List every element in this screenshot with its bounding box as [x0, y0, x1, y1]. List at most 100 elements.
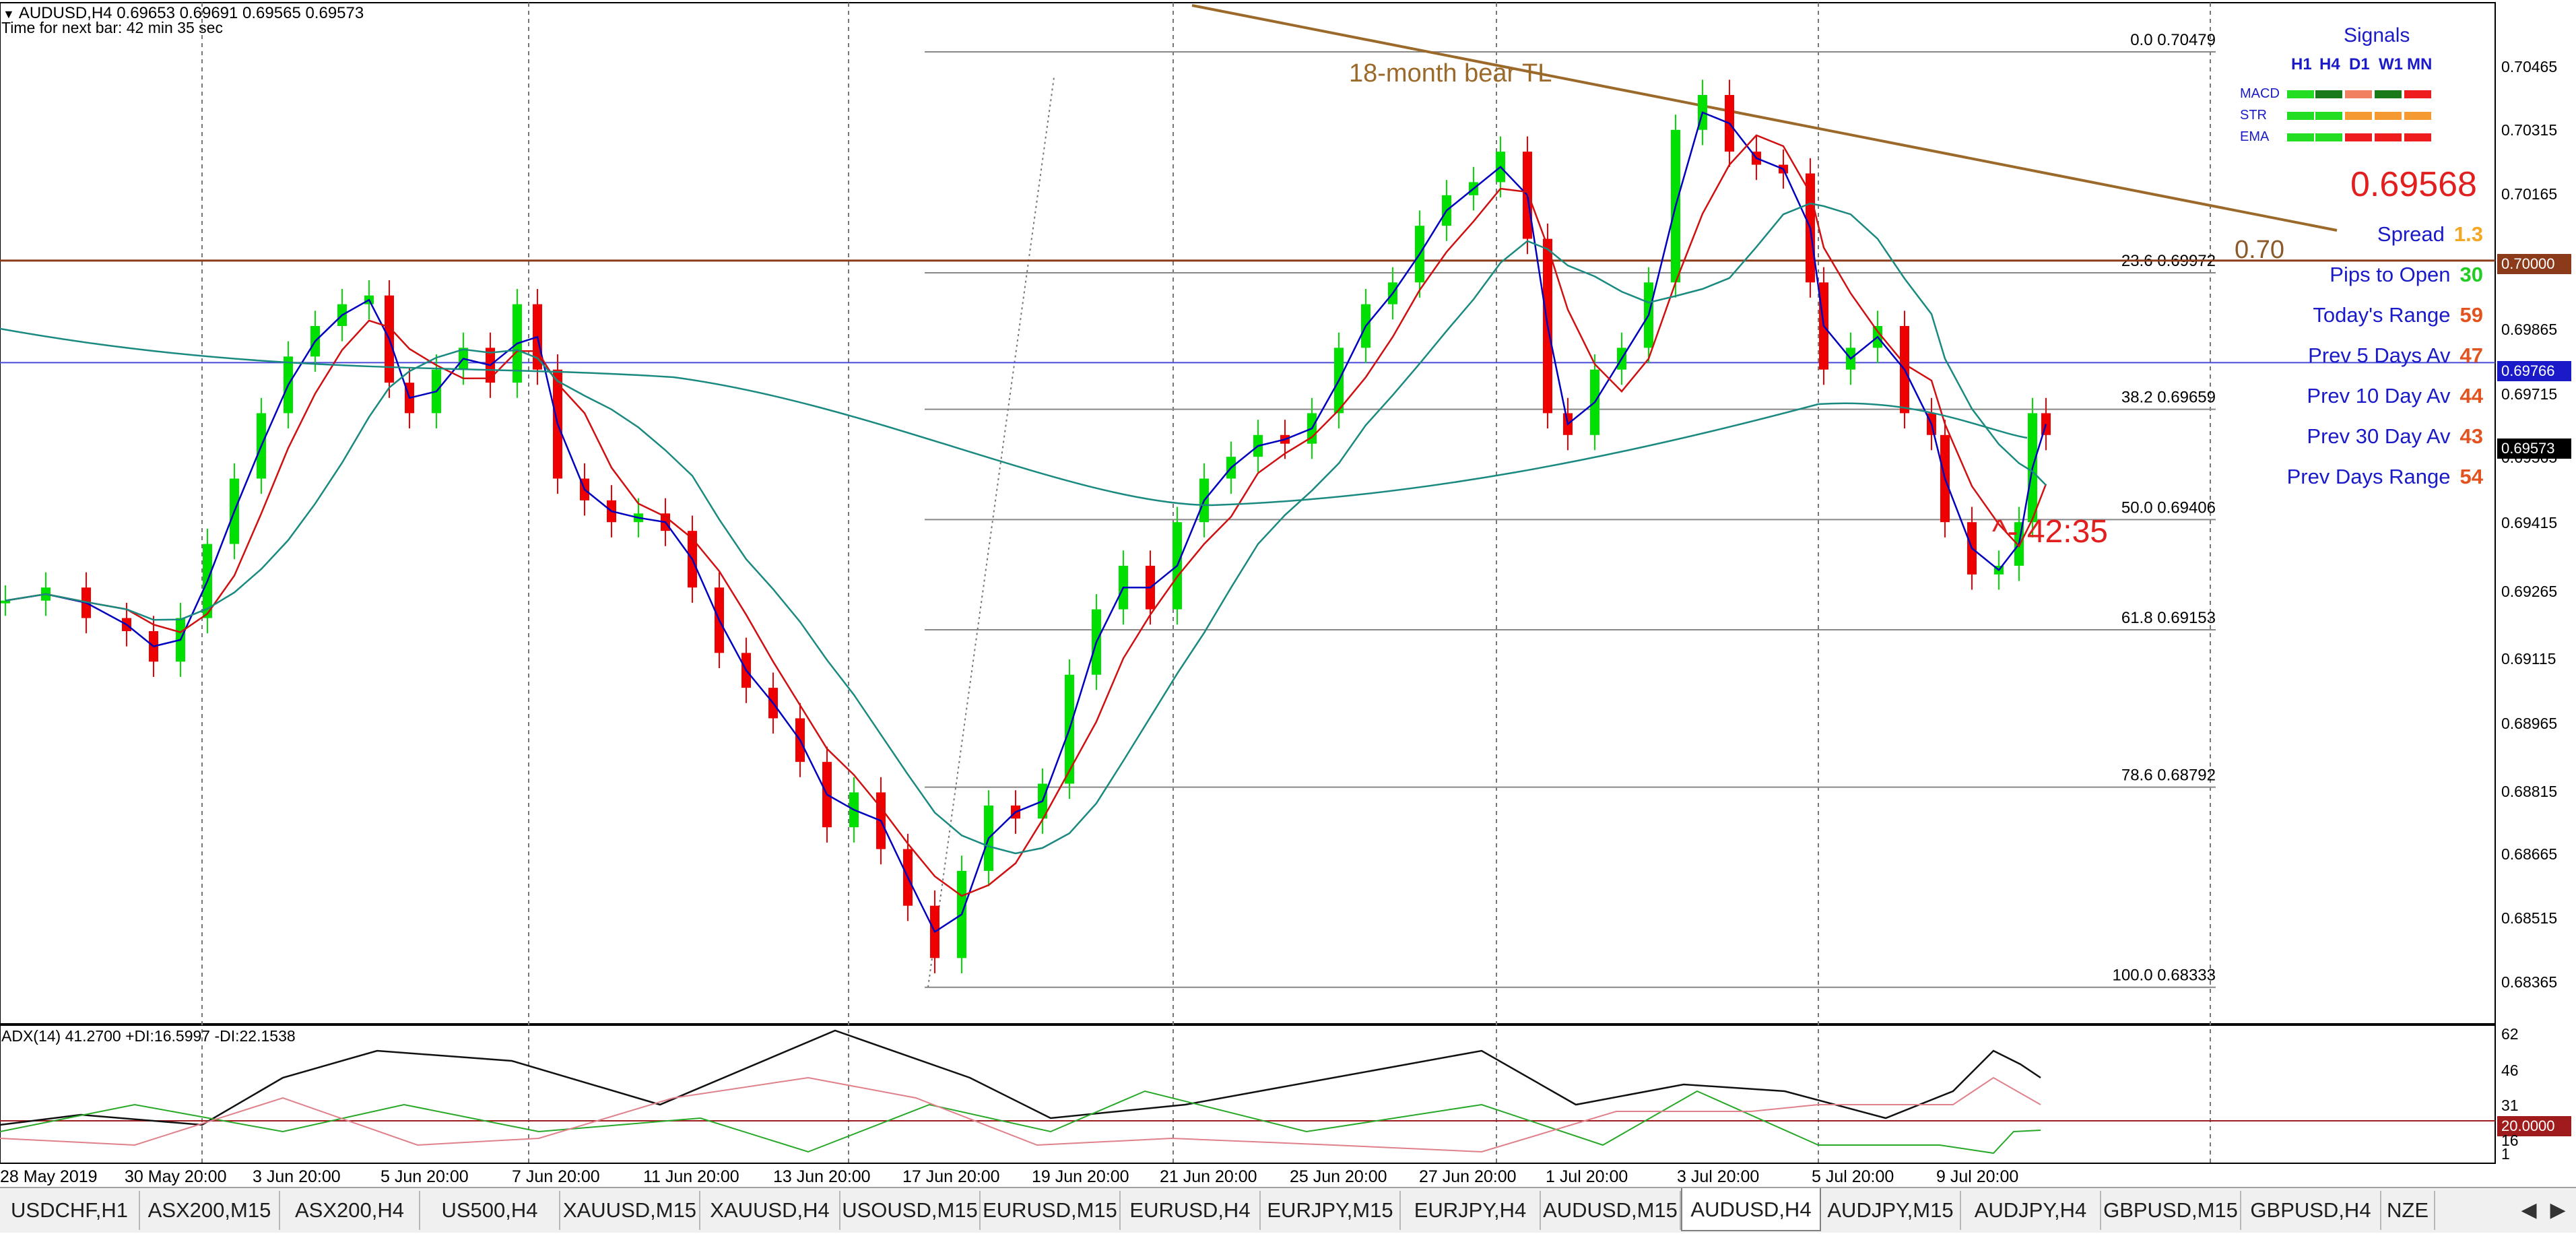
stat-prev-30-day-av: Prev 30 Day Av 43: [2307, 424, 2483, 448]
stat-prev-days-range-value: 54: [2459, 465, 2483, 488]
price-axis-label: 0.68965: [2501, 715, 2558, 732]
signal-cell-ema-h1: [2287, 133, 2314, 141]
long-ma-line: [0, 327, 2028, 507]
price-axis-label: 0.68515: [2501, 909, 2558, 927]
tab-usousd-m15[interactable]: USOUSD,M15: [840, 1191, 981, 1230]
stat-prev-30-day-av-value: 43: [2459, 424, 2483, 448]
date-axis-label: 5 Jul 20:00: [1812, 1167, 1894, 1186]
tab-gbpusd-m15[interactable]: GBPUSD,M15: [2101, 1191, 2241, 1230]
tab-audusd-m15[interactable]: AUDUSD,M15: [1541, 1191, 1681, 1230]
date-axis-label: 1 Jul 20:00: [1546, 1167, 1628, 1186]
bear-trendline: [1191, 4, 2338, 232]
price-axis-label: 0.68365: [2501, 973, 2558, 991]
fib-level-label: 100.0 0.68333: [2113, 967, 2216, 985]
signal-cell-macd-h4: [2315, 90, 2342, 98]
date-axis-label: 11 Jun 20:00: [643, 1167, 739, 1186]
tab-scroll-right-icon[interactable]: ▶: [2550, 1199, 2566, 1221]
date-axis-label: 3 Jun 20:00: [253, 1167, 341, 1186]
stat-todays-range: Today's Range 59: [2313, 303, 2483, 327]
tab-usdchf-h1[interactable]: USDCHF,H1: [0, 1191, 140, 1230]
date-axis-label: 27 Jun 20:00: [1419, 1167, 1517, 1186]
tab-gbpusd-h4[interactable]: GBPUSD,H4: [2241, 1191, 2381, 1230]
adx-axis-62: 62: [2501, 1025, 2519, 1043]
price-axis-label: 0.69265: [2501, 583, 2558, 600]
stat-spread: Spread 1.3: [2377, 222, 2483, 246]
level-price-tag: 0.70000: [2497, 254, 2571, 274]
date-axis-label: 25 Jun 20:00: [1290, 1167, 1387, 1186]
adx-axis-31: 31: [2501, 1097, 2519, 1114]
price-axis-label: 0.70165: [2501, 185, 2558, 203]
tab-asx200-m15[interactable]: ASX200,M15: [140, 1191, 280, 1230]
candle-body: [1, 600, 10, 604]
signal-cell-macd-w1: [2375, 90, 2402, 98]
tab-nze[interactable]: NZE: [2381, 1191, 2435, 1230]
ohlc-header: ▼ AUDUSD,H4 0.69653 0.69691 0.69565 0.695…: [3, 4, 364, 23]
price-axis-label: 0.69415: [2501, 514, 2558, 531]
bid-price: 0.69568: [2350, 165, 2477, 204]
ema-fast-line: [5, 111, 2047, 934]
signal-cell-ema-h4: [2315, 133, 2342, 141]
tab-eurusd-h4[interactable]: EURUSD,H4: [1121, 1191, 1261, 1230]
date-axis-label: 7 Jun 20:00: [512, 1167, 600, 1186]
signal-cell-str-w1: [2375, 112, 2402, 120]
date-axis-label: 19 Jun 20:00: [1032, 1167, 1129, 1186]
adx-axis-46: 46: [2501, 1062, 2519, 1079]
stat-pips-to-open: Pips to Open 30: [2330, 263, 2483, 286]
tab-eurjpy-m15[interactable]: EURJPY,M15: [1261, 1191, 1401, 1230]
date-axis-label: 9 Jul 20:00: [1936, 1167, 2019, 1186]
adx-axis-1: 1: [2501, 1145, 2510, 1163]
price-axis-label: 0.70315: [2501, 121, 2558, 139]
price-axis-label: 0.68665: [2501, 845, 2558, 863]
fib-level-label: 0.0 0.70479: [2130, 31, 2216, 49]
fib-level-label: 50.0 0.69406: [2121, 498, 2216, 517]
date-axis-label: 17 Jun 20:00: [902, 1167, 1000, 1186]
tab-audjpy-m15[interactable]: AUDJPY,M15: [1821, 1191, 1961, 1230]
ema-mid-line: [5, 134, 2047, 897]
price-axis-label: 0.70465: [2501, 58, 2558, 75]
stat-prev-10-day-av-value: 44: [2459, 384, 2483, 408]
price-axis-label: 0.68815: [2501, 783, 2558, 800]
trendline-label: 18-month bear TL: [1349, 59, 1552, 88]
stat-prev-days-range: Prev Days Range 54: [2286, 465, 2483, 488]
date-axis-label: 30 May 20:00: [125, 1167, 227, 1186]
signals-title: Signals: [2344, 24, 2410, 46]
adx-axis-16: 16: [2501, 1132, 2519, 1149]
signal-cell-str-h4: [2315, 112, 2342, 120]
tab-asx200-h4[interactable]: ASX200,H4: [280, 1191, 420, 1230]
stat-prev-10-day-av: Prev 10 Day Av 44: [2307, 384, 2483, 408]
collapse-triangle-icon[interactable]: ▼: [3, 7, 15, 21]
signal-cell-str-h1: [2287, 112, 2314, 120]
bar-countdown: ^- 42:35: [1992, 514, 2108, 550]
tab-scroll-left-icon[interactable]: ◀: [2521, 1199, 2537, 1221]
stat-pips-to-open-value: 30: [2459, 263, 2483, 286]
plus-di-line: [0, 1090, 2041, 1154]
fib-level-label: 61.8 0.69153: [2121, 609, 2216, 627]
ema-slow-line: [5, 202, 2047, 855]
tab-xauusd-m15[interactable]: XAUUSD,M15: [560, 1191, 700, 1230]
chart-tab-bar: USDCHF,H1 ASX200,M15 ASX200,H4 US500,H4 XAUU…: [0, 1187, 2576, 1233]
tab-eurusd-m15[interactable]: EURUSD,M15: [981, 1191, 1121, 1230]
signal-cell-ema-mn: [2404, 133, 2431, 141]
date-axis-label: 3 Jul 20:00: [1677, 1167, 1760, 1186]
signal-cell-ema-d1: [2345, 133, 2372, 141]
level-label: 0.70: [2235, 236, 2284, 264]
signal-row-macd: MACD: [2240, 86, 2280, 101]
signal-cell-macd-mn: [2404, 90, 2431, 98]
fib-anchor-line: [927, 77, 1055, 987]
tab-audusd-h4[interactable]: AUDUSD,H4: [1681, 1188, 1821, 1231]
tab-us500-h4[interactable]: US500,H4: [420, 1191, 560, 1230]
stat-todays-range-value: 59: [2459, 303, 2483, 327]
line-price-tag: 0.69766: [2497, 361, 2571, 381]
signal-cell-macd-h1: [2287, 90, 2314, 98]
adx-line: [0, 1029, 2041, 1126]
tab-audjpy-h4[interactable]: AUDJPY,H4: [1961, 1191, 2101, 1230]
ohlc-values: AUDUSD,H4 0.69653 0.69691 0.69565 0.6957…: [18, 4, 364, 22]
tab-eurjpy-h4[interactable]: EURJPY,H4: [1401, 1191, 1541, 1230]
signal-cell-str-d1: [2345, 112, 2372, 120]
tab-xauusd-h4[interactable]: XAUUSD,H4: [700, 1191, 840, 1230]
timeframe-h4: H4: [2319, 55, 2340, 73]
timeframe-d1: D1: [2349, 55, 2370, 73]
bid-price-tag: 0.69573: [2497, 438, 2571, 459]
